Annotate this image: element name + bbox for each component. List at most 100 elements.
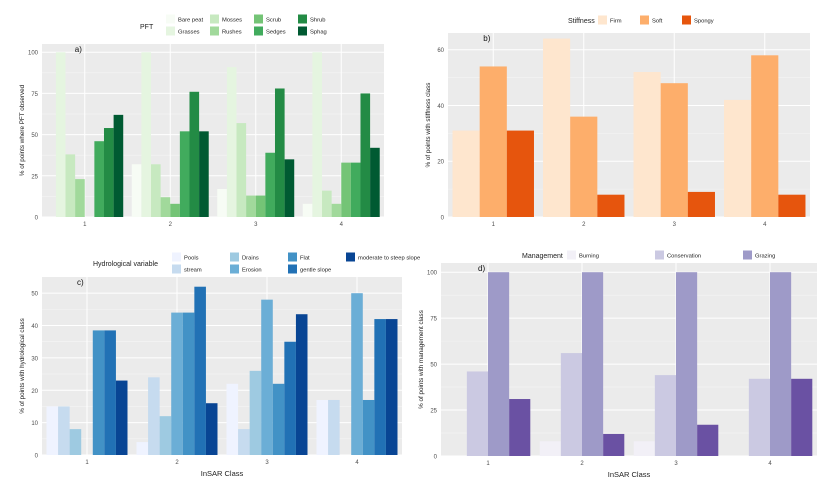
legend-label: Conservation (667, 254, 701, 260)
legend-label: Grazing (755, 254, 775, 260)
bar-shrub (189, 91, 200, 217)
bar-flat (92, 330, 105, 455)
legend-key (288, 252, 297, 262)
chart-panel-c: 0 10 20 30 40 50 1 2 3 4 c) % of points with hydrol… (19, 252, 420, 478)
bar-sphag (199, 131, 209, 217)
panel-label: b) (483, 34, 490, 43)
legend-key (210, 26, 219, 36)
x-tick-label: 3 (265, 460, 269, 466)
legend-label: Spongy (694, 19, 714, 25)
legend-label: Burning (579, 254, 599, 260)
y-tick-label: 20 (437, 160, 444, 166)
legend-label: Rushes (222, 30, 242, 36)
y-tick-label: 40 (437, 104, 444, 110)
bar-rushes (331, 203, 342, 217)
y-axis-title: % of points with management class (418, 310, 425, 409)
bar-rushes (75, 179, 85, 217)
bar-conservation (466, 371, 488, 456)
bar-mosses (322, 190, 332, 217)
bar-mosses (151, 164, 161, 217)
y-tick-label: 50 (31, 133, 38, 139)
legend-label: Sedges (266, 30, 286, 36)
bar-erosion (261, 299, 273, 455)
bar-stream (328, 399, 340, 455)
legend: Hydrological variable Pools stream Drains Er… (93, 252, 420, 274)
bar-pools (316, 399, 329, 455)
bar-flat (362, 399, 375, 455)
bar-drains (249, 370, 262, 455)
legend-key (254, 26, 263, 36)
bar-soft (570, 116, 598, 217)
bar-mosses (65, 154, 76, 217)
y-tick-label: 20 (31, 389, 38, 395)
legend-label: stream (184, 268, 202, 274)
bar-spongy (778, 194, 806, 217)
bar-restoration (791, 378, 813, 456)
bar-moderate-to-steep-slope (205, 403, 218, 455)
x-tick-label: 3 (254, 222, 258, 228)
panel-label: a) (75, 45, 82, 54)
legend-key (166, 14, 175, 24)
legend-label: moderate to steep slope (358, 256, 420, 262)
bar-grazing (582, 272, 604, 456)
bar-grazing (488, 272, 510, 456)
bar-sedges (179, 131, 190, 217)
bar-rushes (246, 195, 256, 217)
legend-title: Hydrological variable (93, 261, 158, 268)
x-tick-label: 3 (674, 461, 678, 467)
bar-stream (238, 429, 250, 455)
x-tick-label: 3 (673, 222, 677, 228)
bar-soft (751, 55, 779, 217)
bar-gentle-slope (374, 319, 386, 455)
legend-title: Stiffness (568, 18, 595, 25)
x-tick-label: 1 (492, 222, 496, 228)
bar-restoration (603, 433, 625, 456)
chart-panel-d: 0 25 50 75 100 1 2 3 4 d) % of points with managem… (418, 250, 817, 479)
bar-restoration (509, 399, 531, 456)
legend-label: Scrub (266, 18, 281, 24)
bar-gentle-slope (194, 286, 206, 455)
y-tick-label: 100 (427, 271, 438, 277)
bar-sphag (370, 147, 380, 217)
bar-moderate-to-steep-slope (295, 314, 308, 455)
legend-key (172, 264, 181, 274)
bar-rushes (160, 197, 171, 217)
bar-spongy (597, 194, 625, 217)
bar-conservation (748, 378, 770, 456)
bar-grasses (226, 67, 237, 217)
x-tick-label: 2 (175, 460, 179, 466)
x-tick-label: 1 (486, 461, 490, 467)
y-axis-title: % of points with stiffness class (425, 83, 432, 168)
y-tick-label: 0 (35, 454, 39, 460)
y-tick-label: 75 (430, 317, 437, 323)
bar-pools (46, 406, 59, 455)
bar-flat (272, 383, 285, 455)
bar-gentle-slope (284, 341, 296, 455)
bar-soft (479, 66, 507, 217)
x-tick-label: 1 (85, 460, 89, 466)
bar-firm (543, 38, 571, 217)
bar-pools (136, 442, 149, 455)
bar-conservation (560, 353, 582, 456)
bar-sphag (113, 114, 124, 217)
y-axis-title: % of points with hydrological class (19, 318, 26, 414)
bar-grasses (312, 52, 323, 217)
legend: Stiffness Firm Soft Spongy (568, 15, 714, 25)
x-tick-label: 4 (340, 222, 344, 228)
x-tick-label: 2 (169, 222, 173, 228)
chart-panel-a: 0 25 50 75 100 1 2 3 4 a) % of points where PFT ob… (19, 14, 384, 228)
legend-label: Erosion (242, 268, 262, 274)
y-tick-label: 0 (35, 216, 39, 222)
bar-grasses (141, 52, 152, 217)
legend-title: Management (522, 253, 563, 260)
legend-key (210, 14, 219, 24)
legend-label: Sphag (310, 30, 327, 36)
bar-grazing (676, 272, 698, 456)
y-tick-label: 40 (31, 324, 38, 330)
legend-key (743, 250, 752, 260)
y-tick-label: 60 (437, 48, 444, 54)
legend-key (640, 15, 649, 25)
bar-firm (452, 130, 480, 217)
bar-moderate-to-steep-slope (385, 319, 398, 455)
bar-drains (69, 429, 82, 455)
